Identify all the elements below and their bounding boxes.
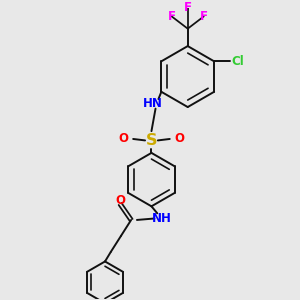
Text: Cl: Cl — [232, 55, 244, 68]
Text: F: F — [200, 10, 208, 23]
Text: HN: HN — [143, 97, 163, 110]
Text: NH: NH — [152, 212, 172, 225]
Text: S: S — [146, 133, 157, 148]
Text: O: O — [115, 194, 125, 207]
Text: F: F — [184, 1, 192, 14]
Text: F: F — [168, 10, 176, 23]
Text: O: O — [118, 133, 128, 146]
Text: O: O — [175, 133, 184, 146]
